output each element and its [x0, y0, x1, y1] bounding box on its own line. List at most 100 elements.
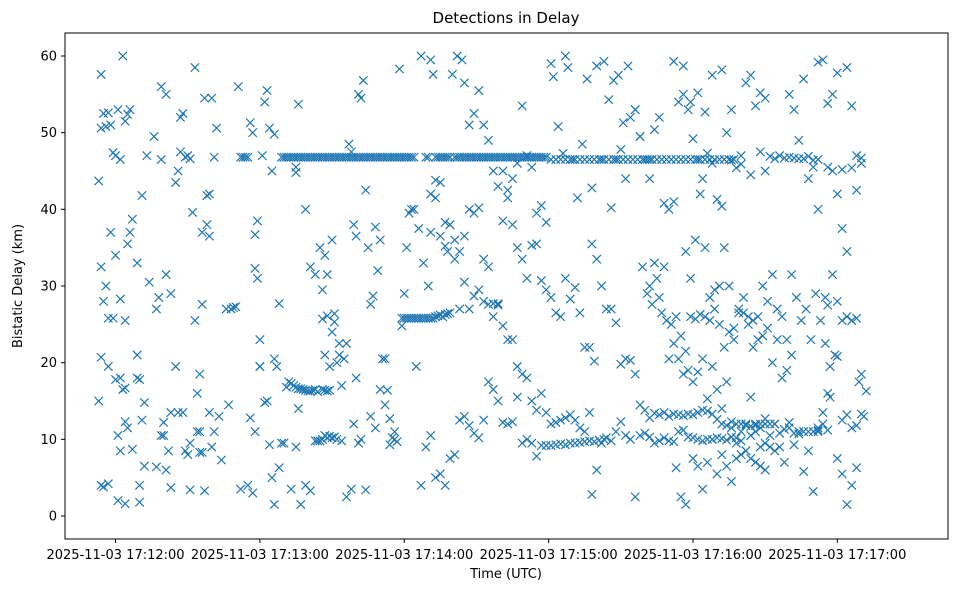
data-point	[695, 189, 705, 199]
data-point	[758, 331, 768, 341]
data-point	[488, 312, 498, 322]
data-point	[777, 312, 787, 322]
data-point	[782, 335, 792, 345]
data-point	[337, 381, 347, 391]
data-point	[803, 174, 814, 184]
data-point	[669, 437, 679, 447]
data-point	[329, 308, 340, 319]
data-point	[397, 321, 407, 331]
data-point	[349, 419, 359, 429]
data-point	[688, 410, 698, 420]
data-point	[442, 246, 453, 257]
data-point	[252, 216, 263, 226]
data-point	[736, 159, 746, 169]
data-point	[734, 308, 744, 318]
data-point	[688, 453, 698, 464]
data-point	[199, 93, 210, 103]
data-point	[553, 121, 563, 132]
data-point	[356, 93, 366, 103]
data-point	[827, 166, 838, 176]
data-point	[556, 415, 566, 425]
data-point	[575, 308, 585, 318]
data-point	[375, 384, 385, 395]
data-point	[464, 420, 474, 431]
data-point	[673, 97, 684, 107]
data-point	[276, 438, 287, 448]
data-point	[620, 174, 631, 184]
data-point	[731, 438, 741, 448]
data-point	[341, 338, 352, 349]
data-point	[517, 101, 527, 111]
data-point	[385, 440, 395, 450]
data-point	[823, 425, 833, 435]
data-point	[522, 434, 532, 444]
data-point	[517, 254, 527, 264]
data-point	[580, 342, 590, 352]
data-point	[813, 204, 823, 214]
data-point	[652, 154, 662, 165]
data-point	[322, 269, 332, 280]
data-point	[803, 427, 814, 437]
data-point	[731, 163, 741, 173]
data-point	[734, 304, 744, 314]
data-point	[507, 335, 518, 345]
data-point	[640, 428, 650, 438]
data-point	[445, 220, 455, 230]
data-point	[202, 220, 212, 230]
data-point	[702, 457, 713, 467]
data-point	[724, 327, 734, 337]
data-point	[183, 450, 193, 460]
data-point	[269, 129, 279, 139]
data-point	[190, 315, 200, 326]
data-point	[613, 70, 624, 80]
data-point	[322, 386, 332, 396]
data-point	[296, 499, 306, 510]
y-tick-label: 50	[40, 126, 57, 141]
data-point	[818, 407, 828, 418]
data-point	[673, 354, 684, 364]
data-point	[774, 428, 785, 438]
data-point	[233, 82, 243, 92]
data-point	[113, 105, 123, 115]
data-point	[339, 354, 349, 364]
data-point	[171, 361, 181, 372]
data-point	[851, 313, 862, 323]
data-point	[717, 201, 727, 211]
data-point	[685, 97, 696, 107]
data-point	[541, 217, 551, 227]
data-point	[325, 385, 335, 395]
data-point	[418, 258, 429, 268]
data-point	[421, 152, 431, 162]
data-point	[664, 411, 674, 421]
data-point	[173, 166, 183, 176]
data-point	[202, 190, 212, 201]
data-point	[808, 486, 818, 497]
data-point	[122, 423, 133, 433]
data-point	[693, 461, 703, 471]
data-point	[750, 419, 761, 429]
data-point	[430, 175, 441, 185]
data-point	[498, 166, 508, 176]
data-point	[697, 174, 708, 184]
data-point	[426, 189, 436, 199]
data-point	[536, 388, 547, 398]
data-point	[736, 151, 746, 161]
data-point	[724, 281, 734, 291]
data-point	[156, 82, 166, 92]
data-point	[351, 373, 361, 383]
data-point	[856, 369, 867, 379]
data-point	[625, 112, 636, 122]
data-point	[411, 361, 421, 372]
data-point	[847, 480, 857, 490]
data-point	[134, 374, 145, 385]
data-point	[570, 282, 580, 293]
data-point	[430, 193, 441, 203]
data-point	[197, 227, 207, 237]
data-point	[832, 68, 842, 78]
data-point	[820, 338, 830, 349]
data-point	[240, 152, 251, 162]
data-point	[406, 152, 417, 162]
data-point	[483, 262, 494, 272]
data-point	[642, 289, 652, 299]
